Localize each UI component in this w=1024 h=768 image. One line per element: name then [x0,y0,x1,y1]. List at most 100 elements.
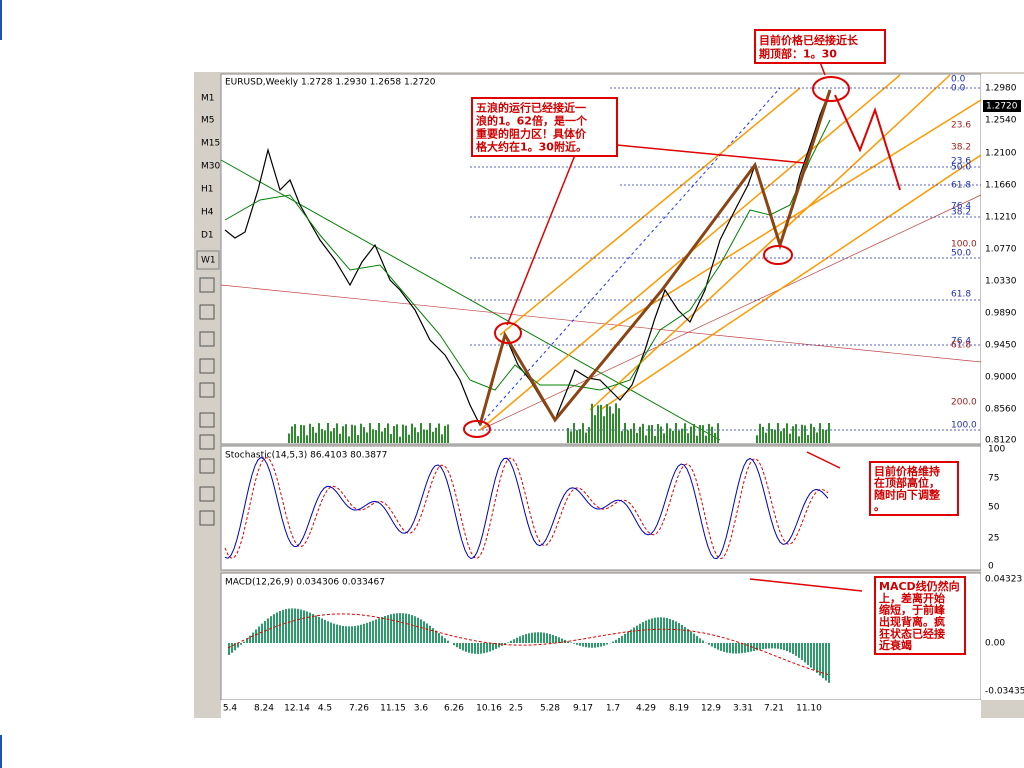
date-label: 3.31 [733,704,753,714]
macd-bar [258,626,260,643]
macd-bar [303,610,305,643]
volume [609,406,611,443]
macd-bar [645,620,647,643]
volume [333,428,335,443]
tool-icon[interactable] [199,486,215,502]
macd-bar [762,643,764,650]
toolbar-button[interactable] [197,89,219,107]
fib-label: 61.8 [951,181,971,191]
price-label: 1.1660 [985,181,1017,191]
macd-bar [429,625,431,643]
volume [615,403,617,443]
macd-bar [618,637,620,643]
macd-signal [227,613,829,675]
volume [699,425,701,443]
volume [444,425,446,443]
price-label: 0.9890 [985,309,1017,319]
toolbar-button[interactable] [197,226,219,244]
circle [812,76,850,102]
macd-pane [220,572,982,701]
volume [324,430,326,443]
pointer [616,144,806,164]
volume [825,430,827,443]
stoch-label: 100 [988,445,1005,455]
tool-icon[interactable] [199,412,215,428]
stoch-label: 75 [988,474,999,484]
volume [813,427,815,443]
macd-bar [231,643,233,653]
tool-icon[interactable] [199,304,215,320]
tool-icon[interactable] [199,382,215,398]
wave [478,89,832,426]
macd-bar [408,614,410,643]
macd-bar [633,627,635,643]
macd-bar [243,641,245,643]
macd-bar [342,625,344,643]
macd-bar [270,616,272,643]
toolbar-button[interactable] [197,111,219,129]
tool-icon[interactable] [199,277,215,293]
tool-icon[interactable] [199,458,215,474]
toolbar-button[interactable] [197,203,219,221]
macd-bar [627,631,629,643]
tool-icon[interactable] [199,434,215,450]
macd-bar [648,619,650,643]
macd-bar [792,643,794,655]
volume [369,423,371,443]
price-label: 1.0330 [985,277,1017,287]
macd-bar [738,643,740,654]
macd-bar [453,643,455,646]
macd-bar [369,621,371,643]
macd-bar [477,643,479,654]
annotation-text: 期顶部：1。30 [759,46,837,60]
tool-icon[interactable] [199,358,215,374]
macd-bar [468,643,470,653]
macd-bar [675,621,677,643]
macd-bar [294,608,296,643]
price-label: 0.8120 [985,436,1017,446]
circle [463,420,491,438]
stoch-header: Stochastic(14,5,3) 86.4103 80.3877 [225,451,387,461]
macd-bar [381,617,383,643]
macd-bar [387,615,389,643]
macd-bar [663,617,665,643]
toolbar-button[interactable] [197,157,219,175]
timeframe: M5 [201,116,215,126]
toolbar-button[interactable] [196,250,220,270]
annotation-text: 狂状态已经接 [879,626,945,640]
macd-bar [594,643,596,648]
chart-header: EURUSD,Weekly 1.2728 1.2930 1.2658 1.272… [225,78,436,88]
macd-bar [801,643,803,661]
date-label: 11.15 [380,704,406,714]
macd-bar [543,632,545,643]
channel [599,154,982,411]
macd-bar [441,635,443,643]
macd-bar [405,613,407,643]
annotation-box [471,97,618,157]
macd-bar [489,643,491,652]
fib-label: 50.0 [951,249,971,259]
volume [759,423,761,443]
fib-label: 100.0 [951,240,977,250]
volume [288,433,290,443]
volume [792,426,794,443]
toolbar-button[interactable] [197,180,219,198]
volume [702,425,704,443]
macd-label: 0.00 [985,639,1005,649]
macd-bar [621,635,623,643]
fib-label: 23.6 [951,121,971,131]
tool-icon[interactable] [199,331,215,347]
macd-bar [399,613,401,643]
macd-bar [774,643,776,649]
pointer [819,61,826,76]
tool-icon[interactable] [199,510,215,526]
volume [429,423,431,443]
macd-bar [315,615,317,643]
macd-bar [351,626,353,643]
toolbar-button[interactable] [197,134,219,152]
volume [411,423,413,443]
volume [708,423,710,443]
volume [408,434,410,443]
date-label: 4.29 [636,704,656,714]
macd-bar [414,616,416,643]
